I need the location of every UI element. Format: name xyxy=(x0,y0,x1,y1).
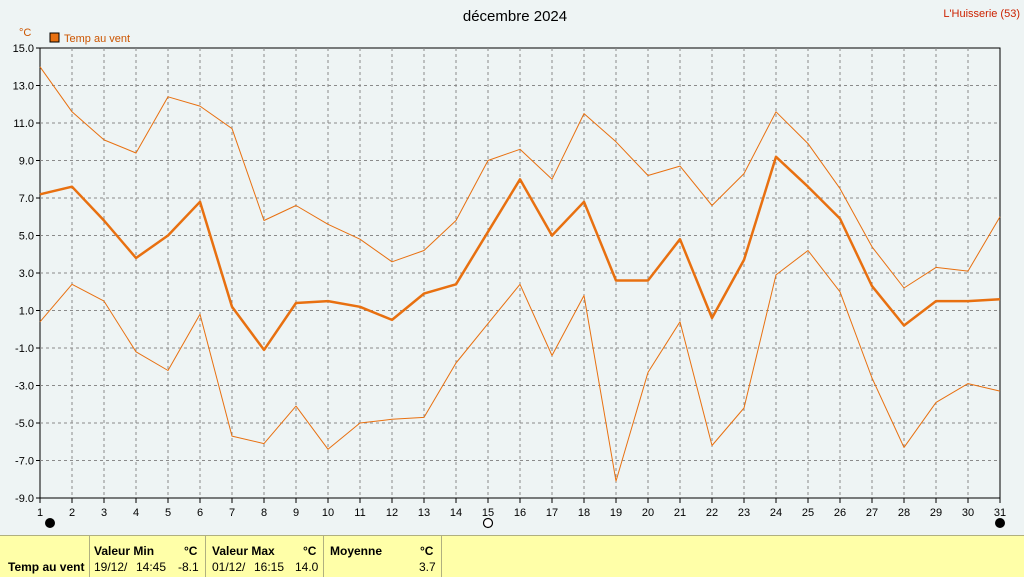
x-tick-label: 14 xyxy=(450,507,462,519)
y-tick-label: -5.0 xyxy=(15,418,34,430)
y-axis-unit: °C xyxy=(19,27,31,39)
x-tick-label: 5 xyxy=(165,507,171,519)
y-tick-label: -3.0 xyxy=(15,381,34,393)
y-tick-label: 9.0 xyxy=(19,156,34,168)
y-tick-label: 5.0 xyxy=(19,231,34,243)
x-tick-label: 24 xyxy=(770,507,782,519)
x-tick-label: 2 xyxy=(69,507,75,519)
x-tick-label: 27 xyxy=(866,507,878,519)
stats-row-label: Temp au vent xyxy=(8,560,85,574)
new-moon-icon xyxy=(995,518,1005,528)
min-time: 14:45 xyxy=(136,560,167,574)
x-tick-label: 23 xyxy=(738,507,750,519)
min-label: Valeur Min xyxy=(94,544,155,558)
x-tick-label: 16 xyxy=(514,507,526,519)
max-value: 14.0 xyxy=(295,560,319,574)
x-tick-label: 10 xyxy=(322,507,334,519)
series-mean-line xyxy=(39,155,1001,352)
x-tick-label: 25 xyxy=(802,507,814,519)
x-tick-label: 18 xyxy=(578,507,590,519)
x-tick-label: 19 xyxy=(610,507,622,519)
x-tick-label: 3 xyxy=(101,507,107,519)
x-tick-label: 31 xyxy=(994,507,1006,519)
x-tick-label: 6 xyxy=(197,507,203,519)
y-tick-label: -9.0 xyxy=(15,493,34,505)
legend-swatch xyxy=(49,32,60,43)
x-tick-label: 15 xyxy=(482,507,494,519)
max-unit: °C xyxy=(303,544,317,558)
x-tick-label: 20 xyxy=(642,507,654,519)
x-tick-label: 21 xyxy=(674,507,686,519)
x-tick-label: 7 xyxy=(229,507,235,519)
x-tick-label: 22 xyxy=(706,507,718,519)
x-tick-label: 8 xyxy=(261,507,267,519)
y-tick-label: 3.0 xyxy=(19,268,34,280)
min-value: -8.1 xyxy=(178,560,199,574)
x-tick-label: 12 xyxy=(386,507,398,519)
chart-title: décembre 2024 xyxy=(463,8,567,25)
x-tick-label: 30 xyxy=(962,507,974,519)
full-moon-icon xyxy=(482,517,494,529)
y-tick-label: 13.0 xyxy=(13,81,34,93)
x-tick-label: 29 xyxy=(930,507,942,519)
min-date: 19/12/ xyxy=(94,560,128,574)
max-time: 16:15 xyxy=(254,560,285,574)
moon-phase-markers xyxy=(45,517,1005,529)
location-label: L'Huisserie (53) xyxy=(943,8,1020,20)
x-tick-label: 26 xyxy=(834,507,846,519)
y-tick-label: -7.0 xyxy=(15,456,34,468)
series-min-line xyxy=(39,250,1001,482)
temperature-chart: décembre 2024 L'Huisserie (53) °C Temp a… xyxy=(13,8,1020,529)
y-tick-label: 11.0 xyxy=(13,118,34,130)
legend-label: Temp au vent xyxy=(64,33,130,45)
min-unit: °C xyxy=(184,544,198,558)
max-label: Valeur Max xyxy=(212,544,275,558)
series-lines xyxy=(39,66,1001,482)
mean-label: Moyenne xyxy=(330,544,383,558)
x-tick-label: 4 xyxy=(133,507,139,519)
mean-value: 3.7 xyxy=(419,560,436,574)
y-tick-label: 1.0 xyxy=(19,306,34,318)
grid-lines xyxy=(40,48,1000,498)
x-tick-label: 11 xyxy=(354,507,365,519)
x-tick-label: 13 xyxy=(418,507,430,519)
x-tick-label: 17 xyxy=(546,507,558,519)
new-moon-icon xyxy=(45,518,55,528)
x-tick-label: 9 xyxy=(293,507,299,519)
x-tick-label: 1 xyxy=(37,507,43,519)
y-tick-label: 7.0 xyxy=(19,193,34,205)
statistics-bar: Temp au vent Valeur Min °C 19/12/ 14:45 … xyxy=(0,535,1024,577)
mean-unit: °C xyxy=(420,544,434,558)
x-tick-label: 28 xyxy=(898,507,910,519)
max-date: 01/12/ xyxy=(212,560,246,574)
x-axis-ticks: 1 2 3 4 5 6 7 8 9 10 11 12 13 14 15 16 17 18 19 20 21 22 23 24 2… xyxy=(37,498,1006,519)
y-tick-label: 15.0 xyxy=(13,43,34,55)
y-axis-ticks: 15.0 13.0 11.0 9.0 7.0 5.0 3.0 1.0 -1.0 -3.0 -5.0 -… xyxy=(13,43,40,505)
y-tick-label: -1.0 xyxy=(15,343,34,355)
series-max-line xyxy=(39,66,1001,289)
